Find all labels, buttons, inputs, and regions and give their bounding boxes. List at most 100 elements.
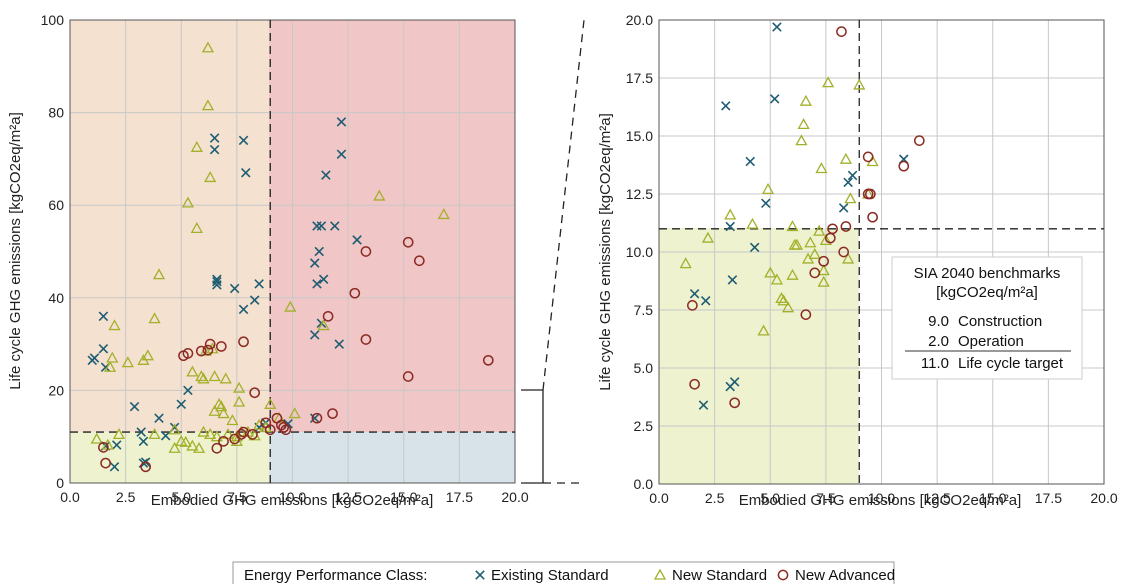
data-point-new-standard — [186, 365, 199, 377]
data-point-existing — [209, 144, 220, 155]
data-point-new-standard — [226, 414, 239, 426]
data-point-new-advanced — [204, 338, 216, 350]
x-axis-title-right: Embodied GHG emissions [kgCO2eq/m²a] — [739, 492, 1022, 509]
data-point-existing — [330, 221, 340, 231]
data-point-new-standard — [168, 441, 181, 453]
y-tick-label: 20.0 — [626, 12, 653, 28]
data-point-new-advanced — [865, 188, 876, 200]
data-point-new-advanced — [809, 267, 821, 279]
data-point-existing — [772, 22, 782, 32]
data-point-new-advanced — [278, 422, 289, 433]
plot-frame-right — [658, 19, 1105, 485]
data-point-existing — [154, 413, 164, 423]
y-tick-label: 7.5 — [634, 302, 654, 318]
data-point-new-standard — [106, 351, 119, 363]
data-point-new-standard — [815, 162, 828, 174]
x-tick-label: 2.5 — [116, 489, 136, 505]
data-point-existing — [334, 339, 344, 349]
triangle-marker-icon — [653, 568, 667, 580]
data-point-new-standard — [775, 292, 788, 304]
data-point-existing — [847, 170, 858, 181]
data-point-new-standard — [288, 407, 301, 419]
data-point-existing — [309, 413, 320, 423]
data-point-new-advanced — [202, 344, 214, 356]
data-point-existing — [689, 288, 700, 299]
benchmark-box-frame — [891, 256, 1083, 380]
data-point-new-advanced — [140, 461, 151, 473]
data-point-existing — [352, 235, 362, 245]
data-point-new-advanced — [249, 387, 261, 399]
data-point-existing — [698, 400, 709, 410]
benchmark-operation-label: Operation — [958, 333, 1024, 350]
data-point-new-standard — [819, 234, 832, 246]
data-point-new-advanced — [218, 435, 229, 447]
data-point-new-standard — [181, 196, 195, 208]
data-point-existing — [98, 311, 109, 322]
x-tick-label: 20.0 — [501, 489, 528, 505]
circle-marker-icon — [777, 569, 789, 581]
y-tick-label: 10.0 — [626, 244, 653, 260]
data-point-new-advanced — [482, 354, 494, 366]
x-tick-label: 17.5 — [446, 489, 473, 505]
data-point-new-standard — [853, 78, 866, 90]
legend-frame — [232, 561, 895, 584]
data-point-new-standard — [121, 356, 134, 368]
data-point-new-standard — [764, 266, 777, 278]
data-point-new-standard — [777, 294, 790, 306]
data-point-new-advanced — [867, 211, 878, 223]
data-point-new-advanced — [827, 223, 838, 235]
marks-right — [679, 22, 925, 410]
legend-label-new-advanced: New Advanced — [795, 567, 895, 584]
x-marker-icon — [475, 570, 485, 580]
data-point-new-standard — [790, 238, 804, 250]
data-point-new-standard — [103, 360, 117, 372]
data-point-new-standard — [679, 257, 692, 269]
data-point-existing — [769, 94, 780, 104]
data-point-new-standard — [208, 370, 221, 382]
data-point-new-advanced — [687, 300, 698, 311]
data-point-existing — [229, 283, 240, 294]
data-point-new-standard — [168, 423, 181, 435]
data-point-existing — [138, 436, 149, 447]
data-point-existing — [238, 135, 249, 146]
data-point-new-standard — [817, 264, 830, 276]
data-point-new-standard — [201, 41, 215, 53]
legend-marker-new-advanced — [777, 569, 789, 581]
zone-green-right — [659, 228, 859, 484]
benchmark-lifecycle-value: 11.0 — [921, 355, 949, 372]
ticks-right: 0.0 2.5 5.0 7.5 10.0 12.5 15.0 17.5 20.0 0.0 2.5 5.… — [626, 12, 1118, 506]
data-point-new-standard — [757, 324, 770, 336]
data-point-new-standard — [373, 189, 386, 201]
data-point-existing — [98, 343, 109, 354]
data-point-new-standard — [799, 94, 812, 106]
data-point-new-advanced — [215, 341, 227, 352]
data-point-existing — [838, 203, 849, 213]
x-tick-label: 0.0 — [649, 490, 669, 506]
data-point-new-standard — [839, 152, 853, 164]
x-tick-label: 5.0 — [172, 489, 192, 505]
data-point-new-advanced — [818, 255, 830, 267]
data-point-new-advanced — [402, 371, 414, 382]
data-point-new-standard — [148, 428, 161, 440]
data-point-new-advanced — [322, 310, 334, 322]
data-point-new-advanced — [689, 378, 700, 390]
data-point-new-standard — [204, 428, 217, 440]
data-point-new-standard — [190, 140, 203, 152]
data-point-new-advanced — [402, 236, 414, 248]
y-tick-label: 0.0 — [634, 476, 654, 492]
data-point-new-advanced — [100, 457, 111, 469]
y-tick-label: 17.5 — [626, 70, 653, 86]
x-tick-label: 20.0 — [1090, 490, 1117, 506]
ticks-left: 0.0 2.5 5.0 7.5 10.0 12.5 15.0 17.5 20.0 0 20 40 60 8… — [41, 12, 529, 505]
data-point-new-standard — [821, 76, 835, 88]
data-point-new-advanced — [98, 441, 109, 453]
data-point-new-standard — [232, 395, 246, 407]
data-point-new-standard — [192, 441, 206, 453]
data-point-new-standard — [108, 319, 121, 331]
y-tick-label: 20 — [48, 382, 64, 398]
data-point-existing — [321, 170, 331, 180]
data-point-existing — [312, 279, 322, 289]
data-point-new-standard — [781, 301, 795, 313]
data-point-existing — [318, 274, 329, 285]
data-point-new-advanced — [913, 135, 925, 146]
